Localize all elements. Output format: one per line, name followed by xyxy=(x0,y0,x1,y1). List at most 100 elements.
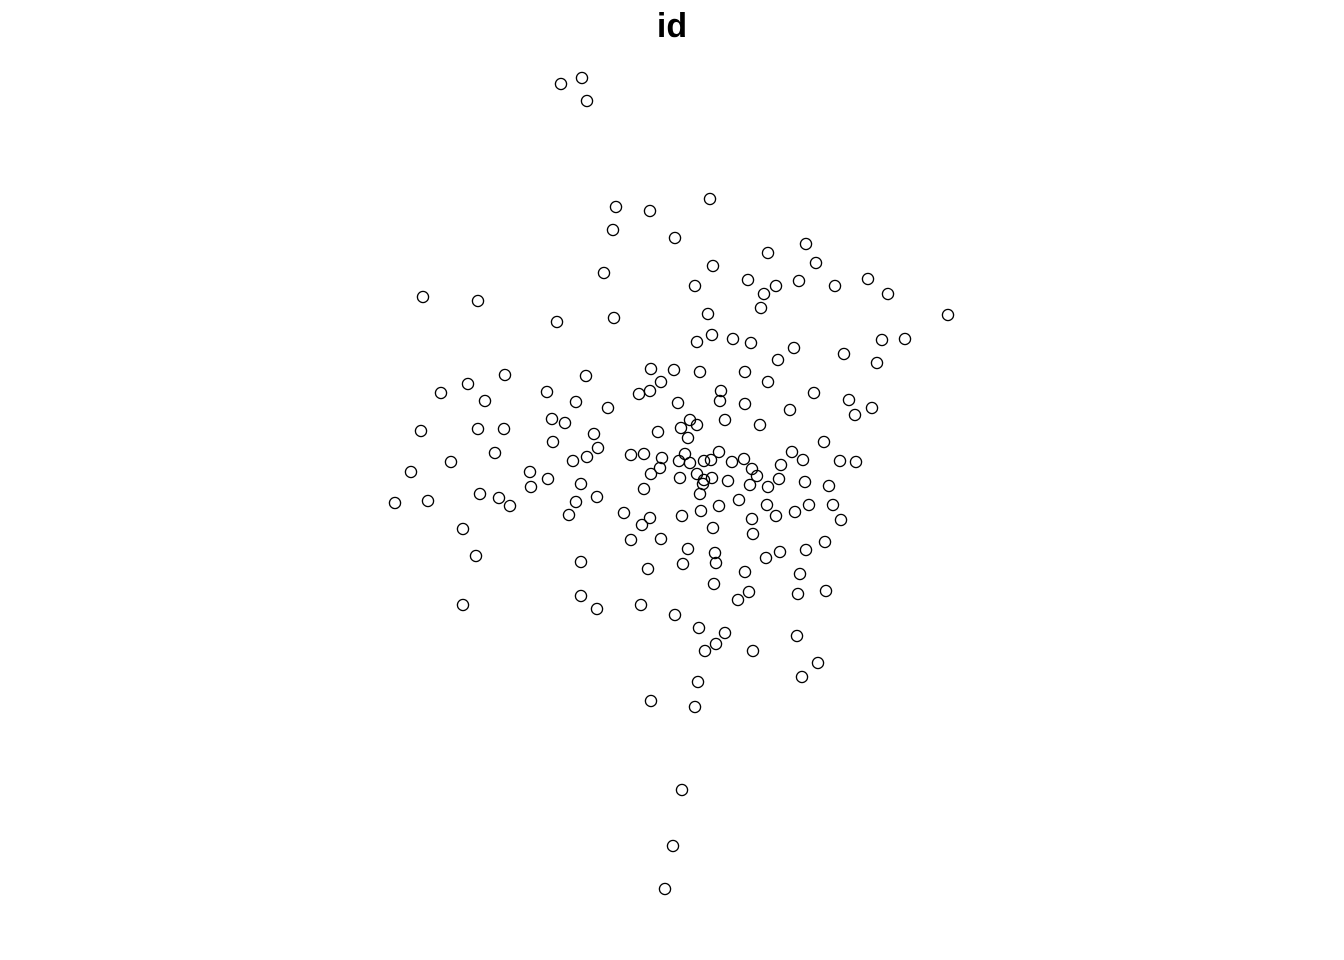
data-point xyxy=(575,71,589,85)
data-point xyxy=(698,644,712,658)
data-point xyxy=(681,542,695,556)
data-point xyxy=(708,546,722,560)
data-point xyxy=(746,527,760,541)
data-point xyxy=(674,421,688,435)
data-point xyxy=(788,505,802,519)
data-point xyxy=(671,396,685,410)
data-point xyxy=(761,480,775,494)
data-point xyxy=(743,478,757,492)
data-point xyxy=(709,556,723,570)
data-point xyxy=(591,441,605,455)
data-point xyxy=(793,567,807,581)
data-point xyxy=(658,882,672,896)
data-point xyxy=(601,401,615,415)
data-point xyxy=(817,435,831,449)
data-point xyxy=(388,496,402,510)
data-point xyxy=(624,533,638,547)
data-point xyxy=(785,445,799,459)
data-point xyxy=(737,452,751,466)
data-point xyxy=(691,675,705,689)
data-point xyxy=(826,498,840,512)
data-point xyxy=(738,365,752,379)
data-point xyxy=(690,467,704,481)
data-point xyxy=(617,506,631,520)
data-point xyxy=(635,518,649,532)
data-point xyxy=(643,204,657,218)
data-point xyxy=(828,279,842,293)
data-point xyxy=(744,336,758,350)
data-point xyxy=(707,577,721,591)
data-point xyxy=(624,448,638,462)
data-point xyxy=(498,368,512,382)
data-point xyxy=(579,369,593,383)
data-point xyxy=(644,467,658,481)
data-point xyxy=(524,480,538,494)
data-point xyxy=(807,386,821,400)
data-point xyxy=(523,465,537,479)
data-point xyxy=(705,328,719,342)
data-point xyxy=(771,353,785,367)
data-point xyxy=(587,427,601,441)
data-point xyxy=(414,424,428,438)
data-point xyxy=(791,587,805,601)
data-point xyxy=(769,509,783,523)
data-point xyxy=(865,401,879,415)
data-point xyxy=(802,498,816,512)
data-point xyxy=(653,461,667,475)
data-point xyxy=(545,412,559,426)
data-point xyxy=(654,532,668,546)
data-point xyxy=(469,549,483,563)
data-point xyxy=(580,94,594,108)
data-point xyxy=(456,598,470,612)
data-point xyxy=(672,454,686,468)
data-point xyxy=(726,332,740,346)
data-point xyxy=(550,315,564,329)
data-point xyxy=(881,287,895,301)
data-point xyxy=(822,479,836,493)
data-point xyxy=(606,223,620,237)
data-point xyxy=(795,670,809,684)
data-point xyxy=(637,447,651,461)
data-point xyxy=(704,453,718,467)
data-point xyxy=(434,386,448,400)
data-point xyxy=(774,458,788,472)
data-point xyxy=(809,256,823,270)
data-point xyxy=(898,332,912,346)
data-point xyxy=(712,499,726,513)
data-point xyxy=(688,700,702,714)
data-point xyxy=(607,311,621,325)
data-point xyxy=(540,385,554,399)
data-point xyxy=(818,535,832,549)
data-point xyxy=(690,418,704,432)
data-point xyxy=(834,513,848,527)
data-point xyxy=(690,335,704,349)
data-point xyxy=(693,487,707,501)
data-point xyxy=(697,454,711,468)
data-point xyxy=(693,365,707,379)
data-point xyxy=(566,454,580,468)
data-point xyxy=(706,259,720,273)
data-point xyxy=(497,422,511,436)
data-point xyxy=(941,308,955,322)
data-point xyxy=(875,333,889,347)
data-point xyxy=(554,77,568,91)
data-point xyxy=(473,487,487,501)
data-point xyxy=(833,454,847,468)
data-point xyxy=(819,584,833,598)
point-layer xyxy=(388,71,955,896)
data-point xyxy=(471,294,485,308)
data-point xyxy=(753,418,767,432)
chart-title: id xyxy=(656,7,688,45)
data-point xyxy=(837,347,851,361)
data-point xyxy=(757,287,771,301)
data-point xyxy=(750,469,764,483)
data-point xyxy=(580,450,594,464)
data-point xyxy=(761,375,775,389)
data-point xyxy=(714,384,728,398)
data-point xyxy=(569,495,583,509)
data-point xyxy=(790,629,804,643)
data-point xyxy=(421,494,435,508)
data-point xyxy=(471,422,485,436)
data-point xyxy=(870,356,884,370)
data-point xyxy=(706,521,720,535)
